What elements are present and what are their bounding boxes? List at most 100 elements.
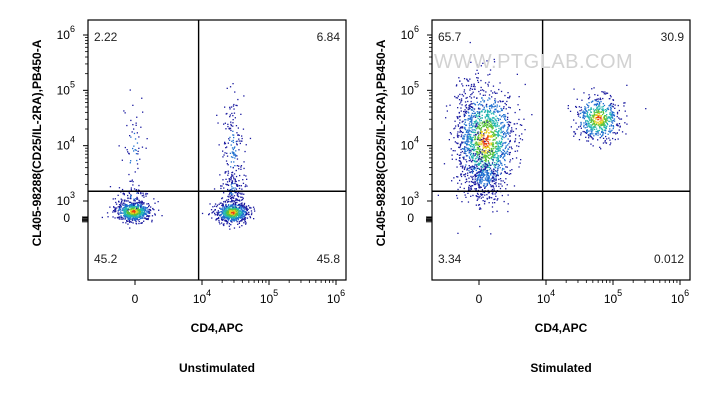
event-point xyxy=(232,151,234,153)
event-point xyxy=(508,146,511,148)
event-point xyxy=(476,101,478,103)
event-point xyxy=(600,120,602,122)
event-point xyxy=(229,106,231,108)
event-point xyxy=(472,136,474,138)
event-point xyxy=(480,162,482,164)
event-point xyxy=(484,132,486,134)
event-point xyxy=(142,213,145,215)
event-point xyxy=(478,163,481,166)
event-point xyxy=(486,119,489,122)
event-point xyxy=(586,120,589,122)
event-point xyxy=(231,200,233,202)
event-point xyxy=(589,96,591,98)
event-point xyxy=(461,121,463,123)
event-point xyxy=(138,220,140,223)
event-point xyxy=(128,218,130,220)
event-point xyxy=(126,214,128,216)
event-point xyxy=(128,173,130,176)
event-point xyxy=(597,94,599,96)
event-point xyxy=(605,93,607,95)
event-point xyxy=(129,212,132,214)
event-point xyxy=(228,212,230,214)
event-point xyxy=(236,194,238,196)
event-point xyxy=(154,213,156,215)
event-point xyxy=(224,141,226,143)
event-point xyxy=(609,112,611,114)
event-point xyxy=(122,204,124,206)
event-point xyxy=(246,217,249,219)
event-point xyxy=(139,201,141,204)
event-point xyxy=(220,214,222,216)
event-point xyxy=(466,78,468,80)
event-point xyxy=(486,174,488,176)
event-point xyxy=(233,207,235,209)
event-point xyxy=(241,204,243,206)
event-point xyxy=(226,210,229,212)
event-point xyxy=(231,209,234,211)
event-point xyxy=(495,181,497,184)
event-point xyxy=(471,103,473,105)
event-point xyxy=(489,117,491,120)
event-point xyxy=(480,65,482,67)
event-point xyxy=(120,206,122,209)
event-point xyxy=(459,127,462,129)
event-point xyxy=(232,211,234,214)
event-point xyxy=(497,155,499,157)
event-point xyxy=(486,124,488,126)
event-point xyxy=(479,132,482,134)
event-point xyxy=(496,110,498,112)
event-point xyxy=(611,122,614,124)
event-point xyxy=(491,128,493,130)
event-point xyxy=(132,205,134,207)
event-point xyxy=(242,207,245,209)
event-point xyxy=(143,211,145,214)
event-point xyxy=(494,156,496,158)
event-point xyxy=(494,130,496,132)
event-point xyxy=(135,124,137,126)
event-point xyxy=(490,164,492,166)
event-point xyxy=(139,212,141,214)
event-point xyxy=(474,133,477,136)
event-point xyxy=(136,142,139,144)
event-point xyxy=(468,152,470,154)
event-point xyxy=(471,172,474,174)
event-point xyxy=(470,185,472,187)
event-point xyxy=(495,115,497,117)
event-point xyxy=(231,186,233,188)
event-point xyxy=(484,152,487,154)
event-point xyxy=(238,140,240,142)
event-point xyxy=(148,216,150,218)
x-tick-label: 0 xyxy=(476,292,483,306)
event-point xyxy=(626,115,628,117)
event-point xyxy=(224,122,226,124)
event-point xyxy=(511,129,513,131)
event-point xyxy=(115,201,117,204)
event-point xyxy=(249,217,252,219)
event-point xyxy=(485,155,487,158)
event-point xyxy=(498,165,500,167)
event-point xyxy=(486,126,488,129)
event-point xyxy=(136,211,138,214)
event-point xyxy=(228,213,230,216)
event-point xyxy=(124,215,126,218)
event-point xyxy=(482,146,484,148)
event-point xyxy=(241,216,243,219)
event-point xyxy=(460,174,462,176)
event-point xyxy=(504,131,506,134)
event-point xyxy=(590,133,593,135)
event-point xyxy=(595,114,597,117)
event-point xyxy=(464,109,466,111)
event-point xyxy=(486,106,488,108)
event-point xyxy=(598,109,600,111)
event-point xyxy=(237,127,239,129)
event-point xyxy=(222,183,224,185)
event-point xyxy=(140,193,142,195)
event-point xyxy=(498,185,500,188)
event-point xyxy=(221,218,223,220)
event-point xyxy=(608,130,610,132)
event-point xyxy=(234,180,236,183)
event-point xyxy=(220,215,222,217)
event-point xyxy=(509,139,511,142)
event-point xyxy=(467,111,469,113)
event-point xyxy=(464,146,466,148)
